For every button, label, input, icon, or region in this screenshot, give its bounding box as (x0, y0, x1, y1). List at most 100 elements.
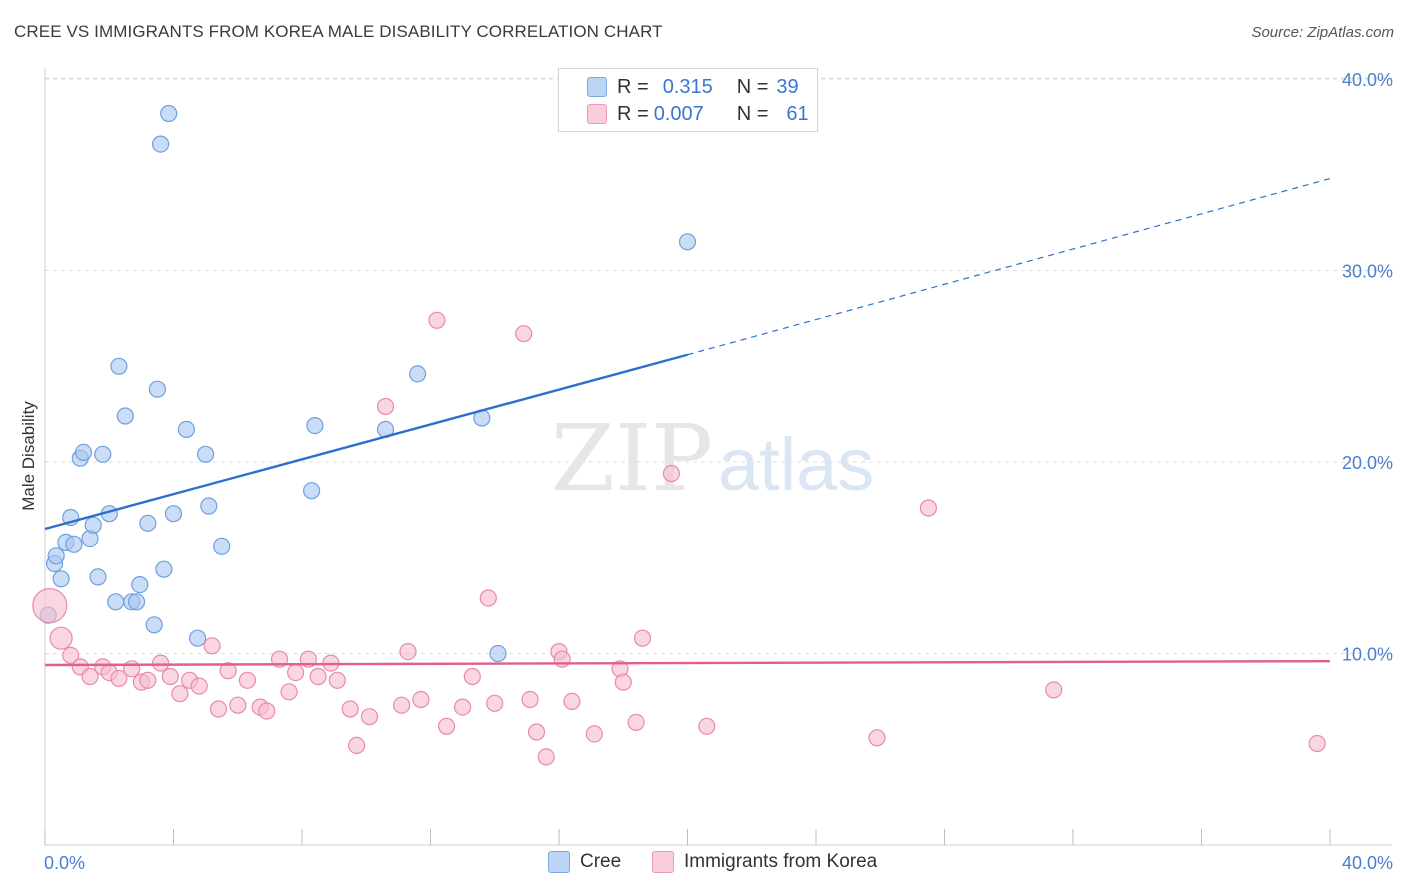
korea-point (454, 698, 472, 716)
series-swatch-korea (652, 851, 674, 873)
korea-point (521, 690, 539, 709)
korea-point (412, 690, 430, 709)
korea-point (360, 708, 379, 726)
cree-point (128, 593, 146, 611)
cree-point (47, 547, 65, 565)
korea-point (627, 713, 645, 732)
korea-point (399, 642, 417, 661)
korea-point (563, 692, 581, 711)
y-tick-label: 30.0% (1342, 262, 1393, 282)
korea-point (139, 671, 157, 689)
cree-point (139, 514, 157, 532)
korea-point (81, 667, 99, 686)
cree-point (489, 644, 507, 663)
korea-point (553, 650, 571, 668)
legend-n-value: 39 (776, 75, 799, 98)
cree-point (164, 505, 183, 523)
korea-point (537, 748, 555, 766)
korea-point (258, 702, 276, 720)
axis-labels: Male Disability 10.0% 20.0% 30.0% 40.0% 0.0%… (19, 70, 1393, 873)
legend-r-value: 0.315 (662, 75, 713, 98)
cree-trend-line (44, 353, 688, 531)
korea-point (229, 696, 247, 714)
watermark-zip: ZIP (551, 405, 713, 512)
korea-point (309, 667, 327, 686)
legend-row-korea: R = 0.007 N = 61 (587, 101, 809, 127)
cree-point (197, 445, 215, 463)
watermark: ZIP atlas (551, 405, 874, 512)
korea-point (328, 671, 346, 689)
y-tick-label: 40.0% (1342, 70, 1393, 90)
cree-point (678, 233, 697, 251)
korea-point (280, 683, 298, 701)
series-legend-cree[interactable]: Cree (548, 851, 621, 873)
korea-point (438, 717, 456, 735)
korea-point (527, 723, 546, 741)
cree-point (177, 420, 195, 438)
series-legend-korea-label: Immigrants from Korea (684, 851, 878, 872)
axes (44, 68, 1392, 846)
cree-point (116, 407, 134, 425)
cree-point (145, 616, 163, 634)
cree-point (148, 380, 166, 398)
cree-point (89, 568, 107, 586)
x-tick-label-max: 40.0% (1342, 853, 1393, 873)
x-tick-label-min: 0.0% (44, 853, 85, 873)
korea-point (633, 629, 652, 647)
cree-point (189, 629, 207, 647)
cree-point (110, 357, 128, 375)
korea-point (393, 696, 411, 714)
cree-point (131, 575, 149, 594)
korea-point (662, 464, 681, 483)
korea-point (348, 736, 366, 755)
source-credit: Source: ZipAtlas.com (1251, 24, 1394, 41)
cree-point (94, 445, 112, 463)
watermark-atlas: atlas (718, 423, 874, 506)
cree-point (152, 135, 170, 153)
korea-point (428, 311, 446, 329)
korea-point (32, 587, 68, 624)
korea-point (486, 694, 504, 712)
cree-point (306, 417, 324, 435)
series-legend-korea[interactable]: Immigrants from Korea (652, 851, 877, 873)
trend-lines (44, 178, 1331, 667)
data-points (32, 104, 1326, 766)
legend-r-label: R = (617, 102, 649, 125)
cree-point (65, 535, 83, 553)
legend-n-label: N = (736, 102, 769, 125)
korea-point (479, 589, 497, 607)
cree-point (84, 516, 102, 534)
korea-point (171, 685, 189, 703)
korea-point (341, 700, 359, 718)
korea-point (152, 654, 170, 672)
korea-point (919, 499, 938, 517)
korea-point (376, 397, 395, 416)
legend-swatch-korea (587, 104, 607, 124)
korea-point (203, 637, 221, 655)
korea-point (1308, 734, 1326, 753)
korea-point (123, 660, 141, 678)
legend-n-label: N = (736, 75, 769, 98)
korea-point (515, 325, 533, 343)
cree-point (160, 104, 178, 123)
cree-point (155, 560, 173, 578)
correlation-legend: R = 0.315 N = 39 R = 0.007 N = 61 (558, 68, 818, 132)
cree-trend-extension (687, 178, 1331, 356)
korea-point (614, 673, 632, 691)
series-legend-cree-label: Cree (580, 851, 622, 872)
korea-point (585, 725, 603, 743)
korea-trend-line (44, 659, 1331, 667)
legend-swatch-cree (587, 77, 607, 97)
gridlines (45, 77, 1392, 654)
korea-point (1045, 681, 1063, 699)
legend-row-cree: R = 0.315 N = 39 (587, 74, 799, 100)
korea-point (463, 667, 481, 686)
cree-point (303, 482, 321, 500)
cree-point (200, 497, 218, 515)
korea-point (110, 669, 128, 688)
korea-point (868, 729, 886, 747)
series-swatch-cree (548, 851, 570, 873)
series-legend: Cree Immigrants from Korea (0, 851, 1406, 877)
korea-point (190, 677, 208, 695)
